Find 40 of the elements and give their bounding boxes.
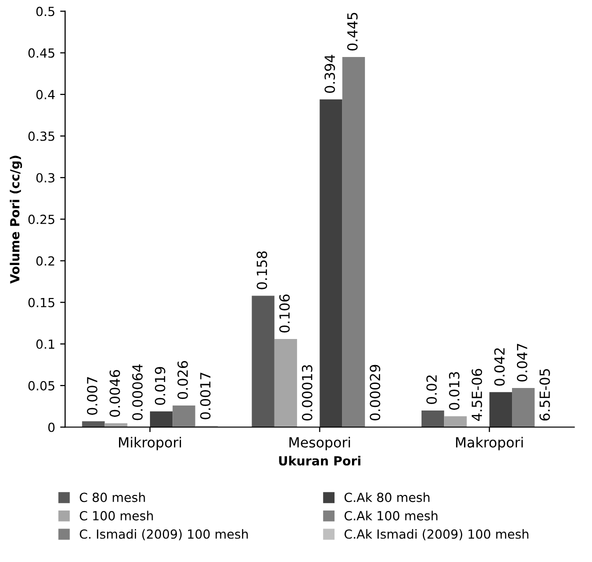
data-label: 0.158 — [256, 251, 268, 290]
y-tick-label: 0.3 — [36, 173, 54, 183]
legend-label: C 80 mesh — [80, 492, 145, 502]
legend-label: C.Ak 80 mesh — [344, 492, 430, 502]
y-tick-label: 0.35 — [28, 131, 54, 141]
x-tick-label: Makropori — [456, 436, 523, 450]
y-tick-label: 0.5 — [36, 6, 54, 16]
y-tick-label: 0.45 — [28, 48, 54, 58]
x-axis-title: Ukuran Pori — [279, 456, 360, 466]
legend-label: C 100 mesh — [80, 510, 153, 520]
data-label: 0.02 — [426, 375, 437, 404]
data-label: 0.445 — [347, 12, 358, 51]
data-label: 0.019 — [154, 366, 166, 405]
data-label: 4.5E-06 — [472, 368, 482, 421]
data-label: 0.0017 — [200, 372, 211, 420]
y-tick-label: 0.4 — [36, 90, 55, 100]
data-label: 0.394 — [324, 54, 336, 93]
y-tick-label: 0.25 — [28, 214, 54, 224]
data-label: 0.042 — [494, 348, 505, 386]
legend-label: C.Ak 100 mesh — [344, 510, 438, 520]
data-label: 6.5E-05 — [539, 369, 550, 421]
data-label: 0.106 — [279, 294, 290, 332]
y-tick-label: 0.2 — [36, 256, 54, 266]
data-label: 0.0046 — [110, 370, 120, 417]
data-label: 0.026 — [177, 361, 188, 400]
data-label: 0.013 — [448, 372, 460, 410]
x-tick-label: Mesopori — [289, 436, 350, 450]
y-axis-title: Volume Pori (cc/g) — [10, 156, 22, 284]
data-label: 0.00029 — [370, 364, 380, 420]
y-tick-label: 0 — [48, 422, 55, 432]
x-tick-label: Mikropori — [119, 436, 181, 450]
y-tick-label: 0.1 — [36, 339, 54, 349]
data-label: 0.00013 — [302, 365, 312, 421]
data-label: 0.00064 — [132, 364, 143, 420]
data-label: 0.047 — [516, 344, 528, 382]
legend-label: C. Ismadi (2009) 100 mesh — [80, 529, 248, 540]
y-tick-label: 0.05 — [28, 381, 54, 390]
legend-label: C.Ak Ismadi (2009) 100 mesh — [344, 529, 528, 540]
y-tick-label: 0.15 — [28, 298, 54, 308]
data-label: 0.007 — [86, 377, 98, 415]
